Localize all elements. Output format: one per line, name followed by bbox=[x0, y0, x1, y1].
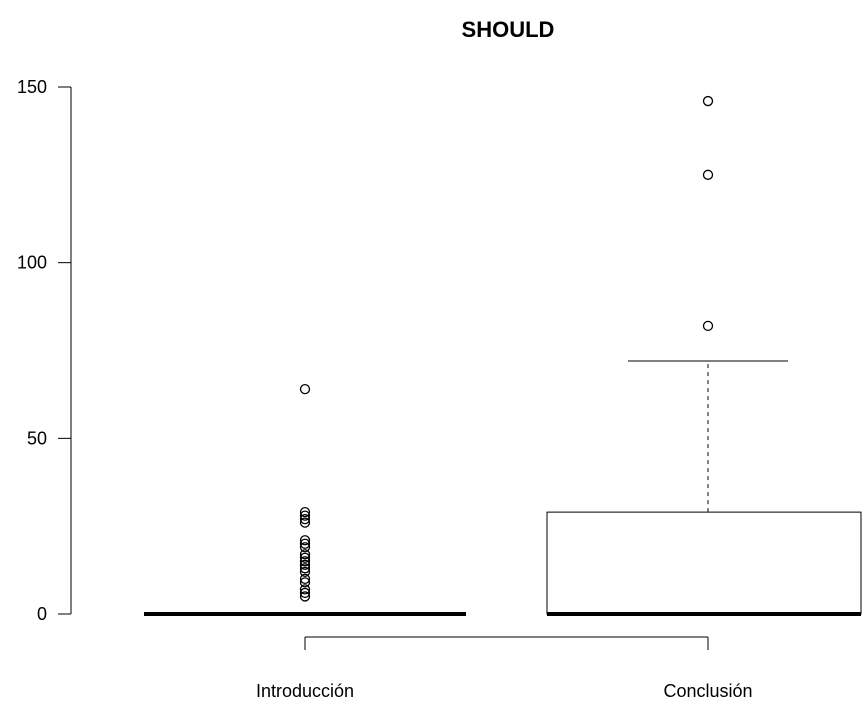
x-tick-label: Introducción bbox=[256, 681, 354, 701]
x-tick-label: Conclusión bbox=[663, 681, 752, 701]
box-conclusion bbox=[546, 95, 862, 616]
y-tick-label: 100 bbox=[17, 253, 47, 273]
outlier-point bbox=[299, 513, 311, 525]
outlier-point bbox=[299, 510, 311, 521]
y-axis: 0 50 100 150 bbox=[17, 77, 72, 624]
boxes-group bbox=[144, 95, 862, 616]
y-tick-label: 50 bbox=[27, 428, 47, 448]
outlier-point bbox=[299, 538, 311, 549]
outlier-point bbox=[299, 591, 311, 602]
y-tick-label: 150 bbox=[17, 77, 47, 97]
x-axis: Introducción Conclusión bbox=[256, 636, 753, 701]
outlier-point bbox=[299, 549, 311, 560]
chart-title: SHOULD bbox=[462, 17, 555, 42]
y-tick-label: 0 bbox=[37, 604, 47, 624]
outlier-point bbox=[299, 542, 311, 553]
outlier-point bbox=[299, 506, 311, 518]
outlier-point bbox=[299, 535, 311, 546]
outlier-point bbox=[702, 320, 714, 332]
outlier-point bbox=[299, 517, 311, 528]
outlier-point bbox=[299, 566, 311, 577]
outlier-point bbox=[299, 573, 311, 585]
outlier-point bbox=[299, 577, 311, 588]
outlier-point bbox=[299, 563, 311, 574]
outlier-point bbox=[299, 559, 311, 570]
outlier-point bbox=[299, 552, 311, 563]
box-iqr bbox=[546, 511, 862, 615]
outlier-point bbox=[299, 556, 311, 567]
outlier-point bbox=[702, 169, 714, 180]
outlier-point bbox=[702, 95, 714, 107]
box-introduccion bbox=[144, 383, 466, 616]
outlier-point bbox=[299, 587, 311, 599]
outlier-point bbox=[299, 584, 311, 595]
outlier-point bbox=[299, 383, 311, 395]
